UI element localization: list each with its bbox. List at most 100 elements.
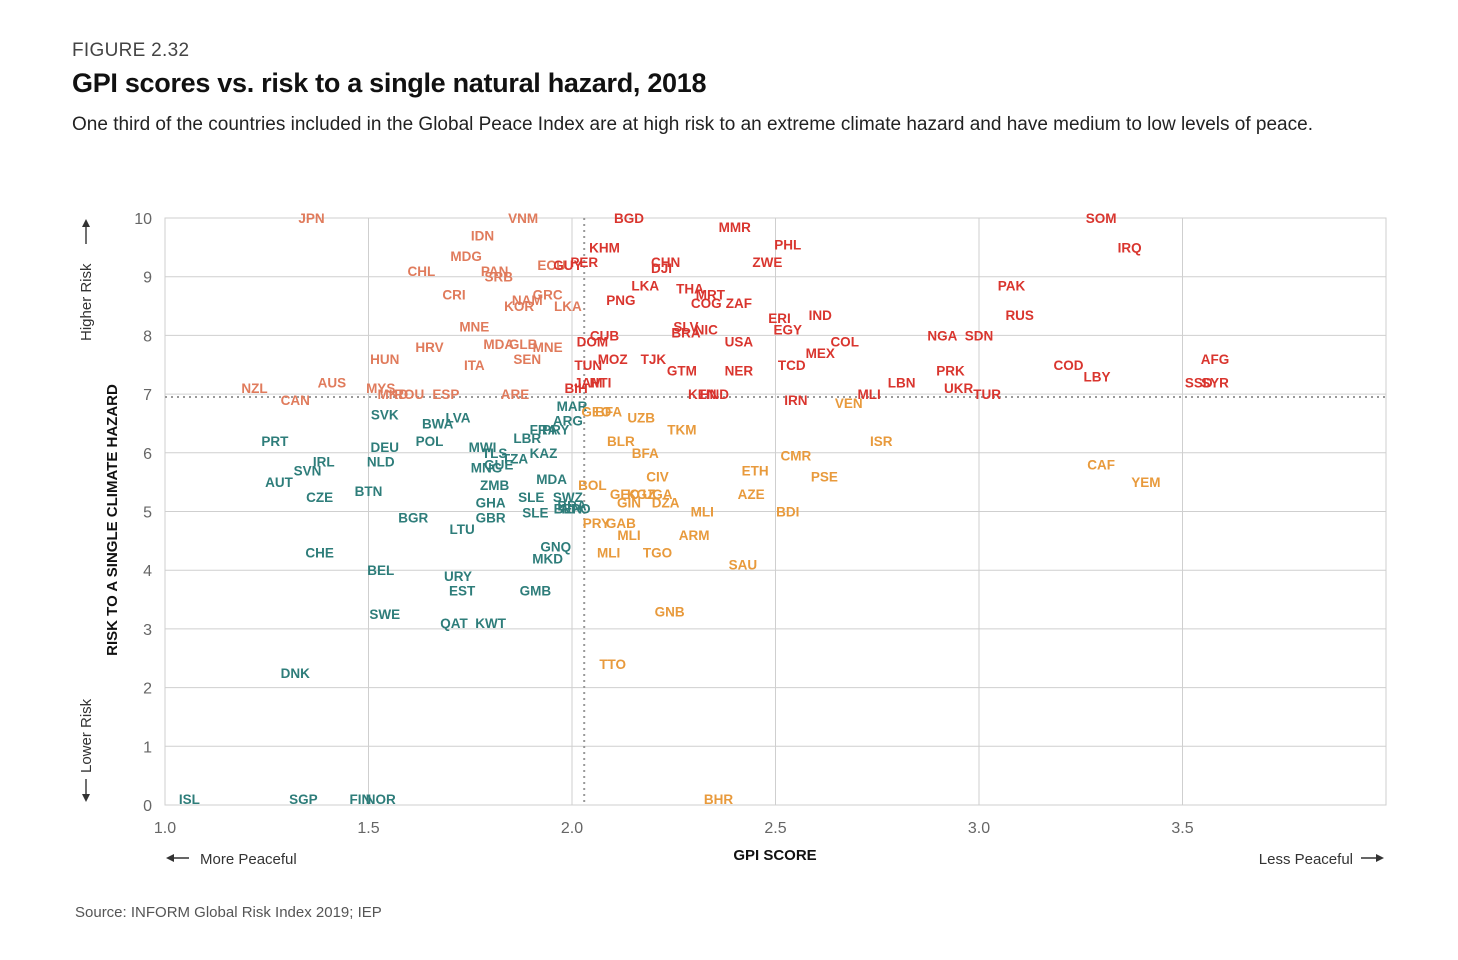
data-point: DEU <box>371 440 400 455</box>
data-point: VNM <box>508 211 538 226</box>
data-point: DOM <box>577 334 609 349</box>
data-point: NLD <box>367 455 395 470</box>
data-point: UZB <box>627 411 655 426</box>
data-point: LBY <box>1084 369 1111 384</box>
x-note-left: More Peaceful <box>200 851 297 868</box>
data-point: BEL <box>367 563 394 578</box>
y-note-bottom: Lower Risk <box>78 698 95 773</box>
data-point: IRN <box>784 393 807 408</box>
data-point: MDG <box>450 249 482 264</box>
data-point: TUR <box>973 387 1001 402</box>
data-point: SYR <box>1201 375 1229 390</box>
grid-lines <box>164 217 1387 806</box>
y-tick-label: 9 <box>143 270 152 287</box>
data-point: MNG <box>471 460 503 475</box>
data-point: MLI <box>691 505 714 520</box>
data-point: TGO <box>643 546 672 561</box>
arrow-up-icon <box>82 219 90 244</box>
data-point: BRA <box>671 325 700 340</box>
data-point: BDI <box>776 505 799 520</box>
data-point: MKD <box>378 387 409 402</box>
data-point: LKA <box>631 279 659 294</box>
data-point: PER <box>570 255 598 270</box>
data-point: SRB <box>484 270 513 285</box>
data-point: SOM <box>1086 211 1117 226</box>
data-point: JAM <box>574 375 603 390</box>
data-point: HND <box>700 387 729 402</box>
data-point: SGP <box>289 792 318 807</box>
reference-lines <box>165 218 1386 805</box>
data-point: GLB <box>509 337 538 352</box>
data-point: CMR <box>780 449 811 464</box>
y-tick-label: 6 <box>143 446 152 463</box>
data-point: PAK <box>998 279 1026 294</box>
data-point: ZAF <box>726 296 752 311</box>
data-point: ECU <box>537 258 566 273</box>
data-point: COD <box>1054 358 1084 373</box>
arrow-left-icon <box>166 854 189 862</box>
data-point: SWZ <box>553 490 583 505</box>
data-point: SSD <box>1185 375 1213 390</box>
data-point: ARE <box>501 387 530 402</box>
data-point: ISR <box>870 434 893 449</box>
data-point: MMR <box>719 220 751 235</box>
data-point: KAZ <box>530 446 558 461</box>
data-point: GNB <box>655 604 685 619</box>
data-point: CHE <box>305 546 334 561</box>
data-point: SAU <box>729 557 758 572</box>
data-point: URY <box>444 569 472 584</box>
data-point: AFG <box>1201 352 1230 367</box>
data-point: NER <box>725 364 754 379</box>
data-point: PAN <box>481 264 509 279</box>
data-point: MDA <box>536 472 567 487</box>
data-point: VEN <box>835 396 863 411</box>
data-point: TZA <box>502 452 528 467</box>
data-point: CAF <box>1087 458 1115 473</box>
data-point: MAR <box>557 399 588 414</box>
data-point: MEX <box>806 346 835 361</box>
data-point: PHL <box>774 237 801 252</box>
data-point: THA <box>676 281 704 296</box>
data-point: JPN <box>298 211 324 226</box>
x-tick-label: 1.5 <box>357 820 379 837</box>
data-point: CRI <box>442 287 465 302</box>
data-point: COG <box>691 296 722 311</box>
data-point: MYS <box>366 381 395 396</box>
data-point: UKR <box>944 381 973 396</box>
data-point: DZA <box>652 496 680 511</box>
data-point: ARG <box>553 414 583 429</box>
y-tick-label: 2 <box>143 681 152 698</box>
data-point: KEN <box>688 387 717 402</box>
data-point: MRT <box>696 287 726 302</box>
arrow-down-icon <box>82 779 90 802</box>
data-point: SVN <box>294 463 322 478</box>
data-point: TKM <box>667 422 696 437</box>
data-point: MNE <box>533 340 563 355</box>
data-point: EST <box>449 584 476 599</box>
data-point: QAT <box>440 616 468 631</box>
data-point: PRY <box>583 516 610 531</box>
data-point: CZE <box>306 490 333 505</box>
data-point: BTN <box>355 484 383 499</box>
data-point: BHR <box>704 792 733 807</box>
data-point: CUB <box>590 328 619 343</box>
y-axis-label: RISK TO A SINGLE CLIMATE HAZARD <box>104 384 121 656</box>
data-point: MDA <box>483 337 514 352</box>
data-point: BLR <box>607 434 635 449</box>
data-point: TUN <box>574 358 602 373</box>
data-point: IRL <box>313 455 335 470</box>
y-tick-label: 3 <box>143 622 152 639</box>
data-point: ROU <box>394 387 424 402</box>
data-point: GEO <box>581 405 611 420</box>
data-point: LTU <box>449 522 474 537</box>
data-point: KOR <box>504 299 534 314</box>
x-tick-label: 2.0 <box>561 820 583 837</box>
data-point: PNG <box>606 293 635 308</box>
data-point: GRC <box>533 287 563 302</box>
y-tick-label: 1 <box>143 739 152 756</box>
data-point: DNK <box>281 666 310 681</box>
x-tick-label: 1.0 <box>154 820 176 837</box>
y-tick-label: 5 <box>143 505 152 522</box>
data-point: IRQ <box>1118 240 1142 255</box>
